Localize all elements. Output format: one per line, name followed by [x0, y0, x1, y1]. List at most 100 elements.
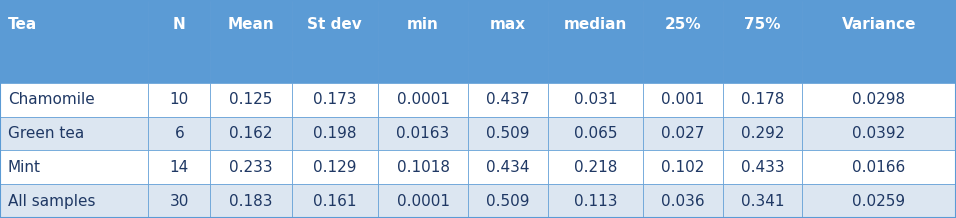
Bar [723, 117, 802, 150]
Bar [0, 83, 148, 117]
Bar [210, 150, 292, 184]
Bar [643, 150, 723, 184]
Bar [643, 117, 723, 150]
Text: 0.198: 0.198 [313, 126, 357, 141]
Bar [723, 0, 802, 83]
Text: 0.001: 0.001 [662, 92, 705, 107]
Bar [378, 83, 468, 117]
Text: 0.173: 0.173 [313, 92, 357, 107]
Bar [210, 0, 292, 83]
Text: 6: 6 [174, 126, 185, 141]
Text: 0.027: 0.027 [662, 126, 705, 141]
Text: 0.434: 0.434 [487, 160, 530, 175]
Text: 0.292: 0.292 [741, 126, 784, 141]
Text: 0.036: 0.036 [662, 194, 705, 209]
Text: Chamomile: Chamomile [8, 92, 95, 107]
Bar [548, 117, 643, 150]
Text: 0.125: 0.125 [229, 92, 272, 107]
Bar [802, 0, 956, 83]
Text: Green tea: Green tea [8, 126, 84, 141]
Bar [0, 117, 148, 150]
Text: 10: 10 [169, 92, 189, 107]
Bar [468, 83, 548, 117]
Bar [148, 150, 210, 184]
Bar [643, 83, 723, 117]
Bar [643, 0, 723, 83]
Text: 0.162: 0.162 [229, 126, 272, 141]
Bar [148, 83, 210, 117]
Bar [210, 83, 292, 117]
Text: Mean: Mean [228, 17, 274, 32]
Text: 0.0166: 0.0166 [853, 160, 905, 175]
Text: Variance: Variance [842, 17, 916, 32]
Text: 0.161: 0.161 [313, 194, 357, 209]
Bar [548, 0, 643, 83]
Text: median: median [564, 17, 627, 32]
Bar [0, 0, 148, 83]
Bar [378, 184, 468, 218]
Text: 0.183: 0.183 [229, 194, 272, 209]
Bar [292, 184, 378, 218]
Text: 0.1018: 0.1018 [397, 160, 449, 175]
Text: 0.0392: 0.0392 [853, 126, 905, 141]
Bar [802, 83, 956, 117]
Text: Tea: Tea [8, 17, 37, 32]
Text: 0.178: 0.178 [741, 92, 784, 107]
Bar [292, 117, 378, 150]
Bar [292, 83, 378, 117]
Text: 30: 30 [169, 194, 189, 209]
Bar [802, 150, 956, 184]
Text: 0.0001: 0.0001 [397, 92, 449, 107]
Bar [0, 150, 148, 184]
Bar [378, 0, 468, 83]
Bar [468, 117, 548, 150]
Bar [548, 184, 643, 218]
Text: 0.437: 0.437 [487, 92, 530, 107]
Text: 0.341: 0.341 [741, 194, 784, 209]
Text: 0.0001: 0.0001 [397, 194, 449, 209]
Text: Mint: Mint [8, 160, 41, 175]
Bar [548, 150, 643, 184]
Text: 0.509: 0.509 [487, 126, 530, 141]
Text: 0.218: 0.218 [574, 160, 618, 175]
Bar [148, 117, 210, 150]
Bar [548, 83, 643, 117]
Bar [0, 184, 148, 218]
Text: 0.433: 0.433 [741, 160, 784, 175]
Text: 0.031: 0.031 [574, 92, 618, 107]
Bar [292, 150, 378, 184]
Text: 75%: 75% [744, 17, 781, 32]
Text: 0.113: 0.113 [574, 194, 618, 209]
Text: max: max [490, 17, 526, 32]
Bar [468, 0, 548, 83]
Text: min: min [407, 17, 439, 32]
Bar [723, 150, 802, 184]
Text: 0.102: 0.102 [662, 160, 705, 175]
Bar [723, 184, 802, 218]
Bar [378, 117, 468, 150]
Text: 0.129: 0.129 [313, 160, 357, 175]
Text: N: N [173, 17, 185, 32]
Bar [292, 0, 378, 83]
Bar [148, 0, 210, 83]
Text: 0.233: 0.233 [229, 160, 272, 175]
Bar [148, 184, 210, 218]
Bar [802, 184, 956, 218]
Bar [723, 83, 802, 117]
Text: 0.509: 0.509 [487, 194, 530, 209]
Bar [468, 184, 548, 218]
Bar [210, 184, 292, 218]
Bar [378, 150, 468, 184]
Text: 25%: 25% [664, 17, 702, 32]
Bar [643, 184, 723, 218]
Text: All samples: All samples [8, 194, 96, 209]
Text: 0.0259: 0.0259 [853, 194, 905, 209]
Bar [802, 117, 956, 150]
Text: 0.065: 0.065 [574, 126, 618, 141]
Text: 0.0298: 0.0298 [853, 92, 905, 107]
Bar [210, 117, 292, 150]
Bar [468, 150, 548, 184]
Text: St dev: St dev [307, 17, 362, 32]
Text: 0.0163: 0.0163 [397, 126, 449, 141]
Text: 14: 14 [169, 160, 189, 175]
